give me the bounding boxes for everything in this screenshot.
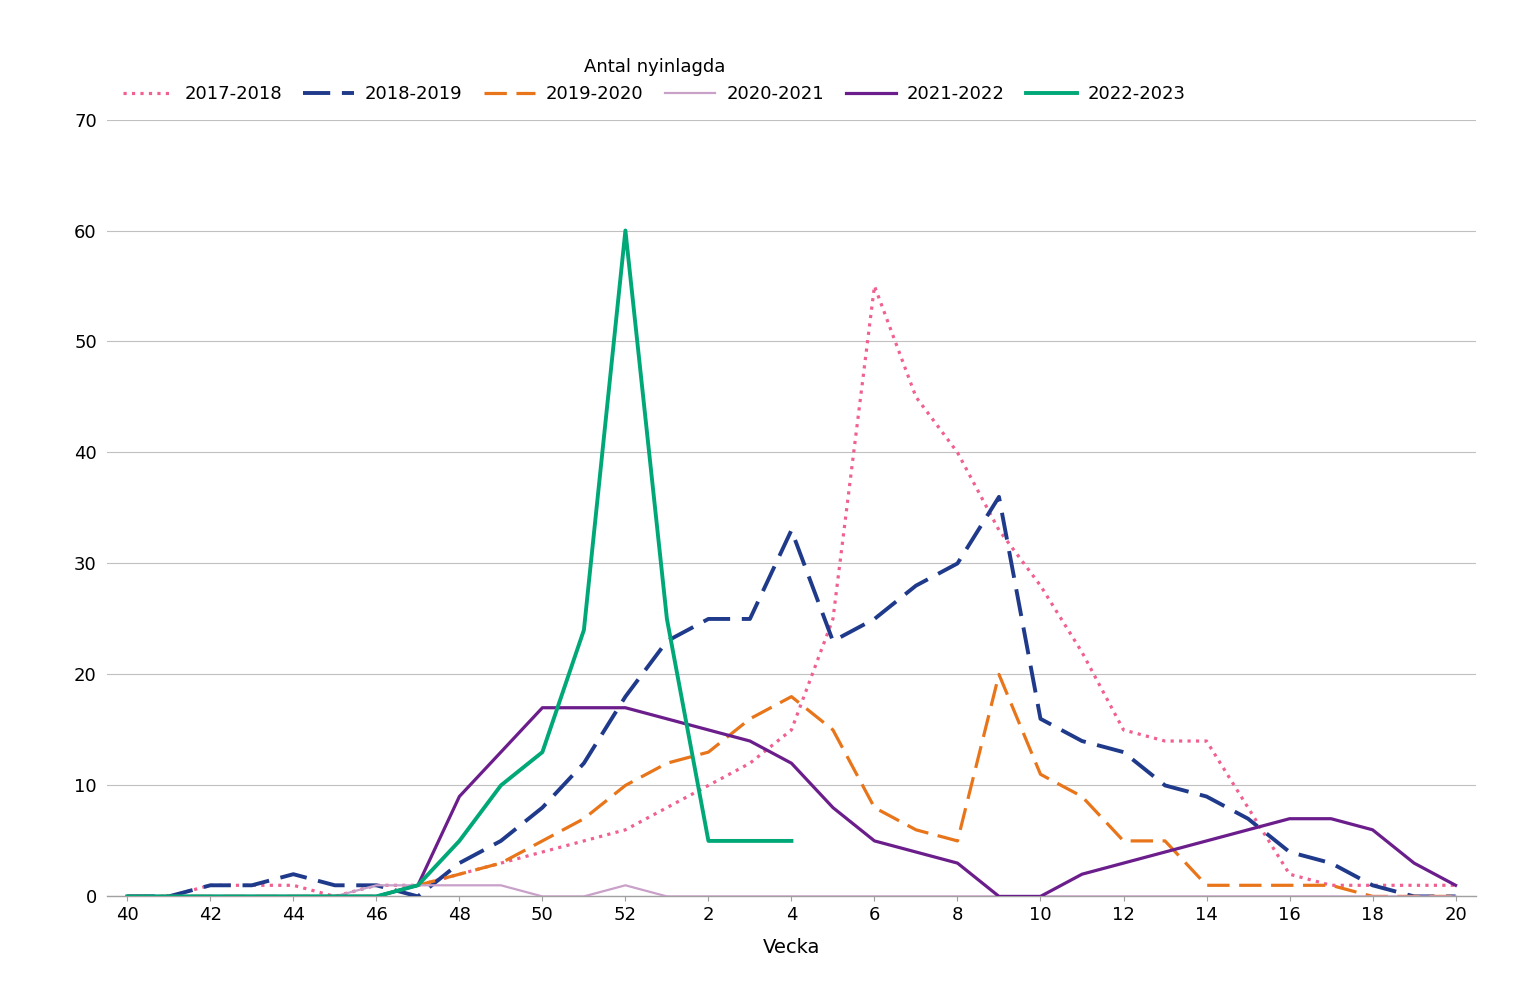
X-axis label: Vecka: Vecka [763, 938, 820, 957]
Legend: 2017-2018, 2018-2019, 2019-2020, 2020-2021, 2021-2022, 2022-2023: 2017-2018, 2018-2019, 2019-2020, 2020-20… [116, 51, 1193, 111]
